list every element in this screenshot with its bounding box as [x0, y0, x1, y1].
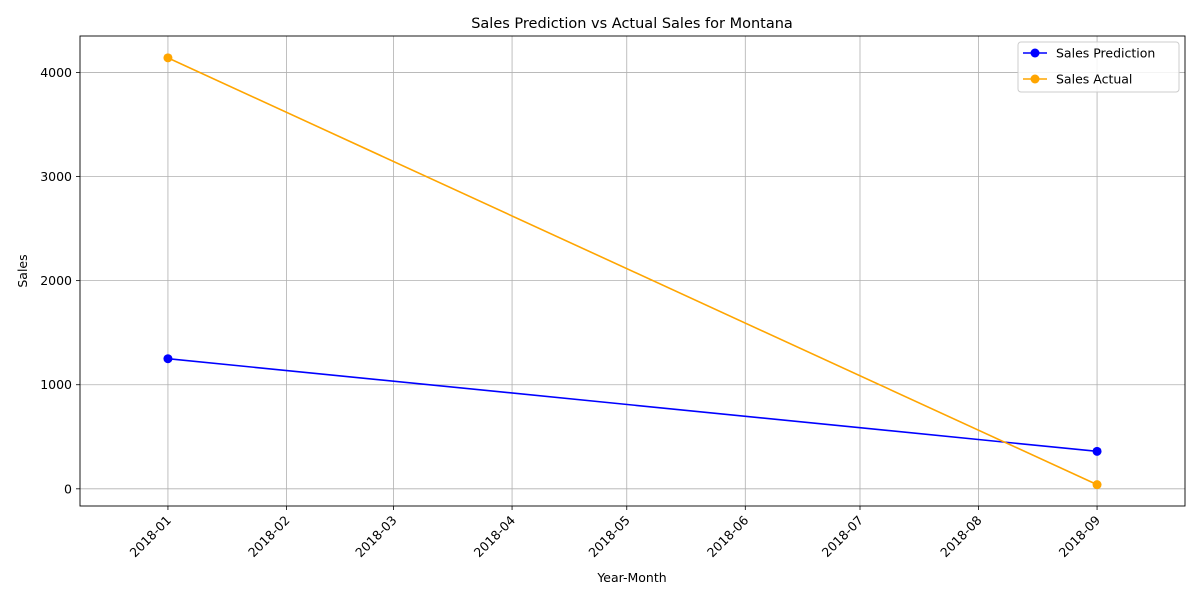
- x-tick-label: 2018-06: [704, 512, 752, 560]
- data-point-sales-prediction: [1092, 446, 1102, 456]
- legend: Sales Prediction Sales Actual: [1017, 41, 1180, 93]
- x-tick-label: 2018-09: [1056, 512, 1104, 560]
- chart-title: Sales Prediction vs Actual Sales for Mon…: [471, 16, 793, 32]
- data-point-sales-prediction: [163, 354, 173, 364]
- series-layer: [163, 53, 1102, 490]
- legend-marker-sales-actual: [1030, 74, 1040, 84]
- y-tick-label: 1000: [40, 377, 72, 392]
- grid: [80, 36, 1185, 506]
- legend-label-sales-actual: Sales Actual: [1056, 72, 1132, 87]
- x-tick-label: 2018-02: [245, 513, 293, 561]
- x-tick-label: 2018-05: [585, 513, 633, 561]
- x-axis: 2018-01 2018-02 2018-03 2018-04 2018-05 2018-…: [127, 506, 1104, 561]
- legend-box: [1017, 41, 1180, 93]
- plot-frame: [79, 35, 1186, 507]
- y-axis-label: Sales: [15, 254, 30, 287]
- y-tick-label: 2000: [40, 273, 72, 288]
- y-axis: 0 1000 2000 3000 4000: [40, 65, 80, 496]
- legend-marker-sales-prediction: [1030, 48, 1040, 58]
- y-tick-label: 0: [64, 481, 72, 496]
- x-tick-label: 2018-07: [819, 513, 867, 561]
- y-tick-label: 3000: [40, 169, 72, 184]
- legend-label-sales-prediction: Sales Prediction: [1056, 46, 1155, 61]
- y-tick-label: 4000: [40, 65, 72, 80]
- x-tick-label: 2018-04: [471, 512, 519, 560]
- series-line-sales-actual: [167, 57, 1098, 486]
- data-point-sales-actual: [163, 53, 173, 63]
- x-tick-label: 2018-03: [352, 513, 400, 561]
- data-point-sales-actual: [1092, 480, 1102, 490]
- x-axis-label: Year-Month: [596, 570, 666, 585]
- x-tick-label: 2018-01: [127, 513, 175, 561]
- series-line-sales-prediction: [167, 357, 1098, 453]
- x-tick-label: 2018-08: [937, 512, 985, 560]
